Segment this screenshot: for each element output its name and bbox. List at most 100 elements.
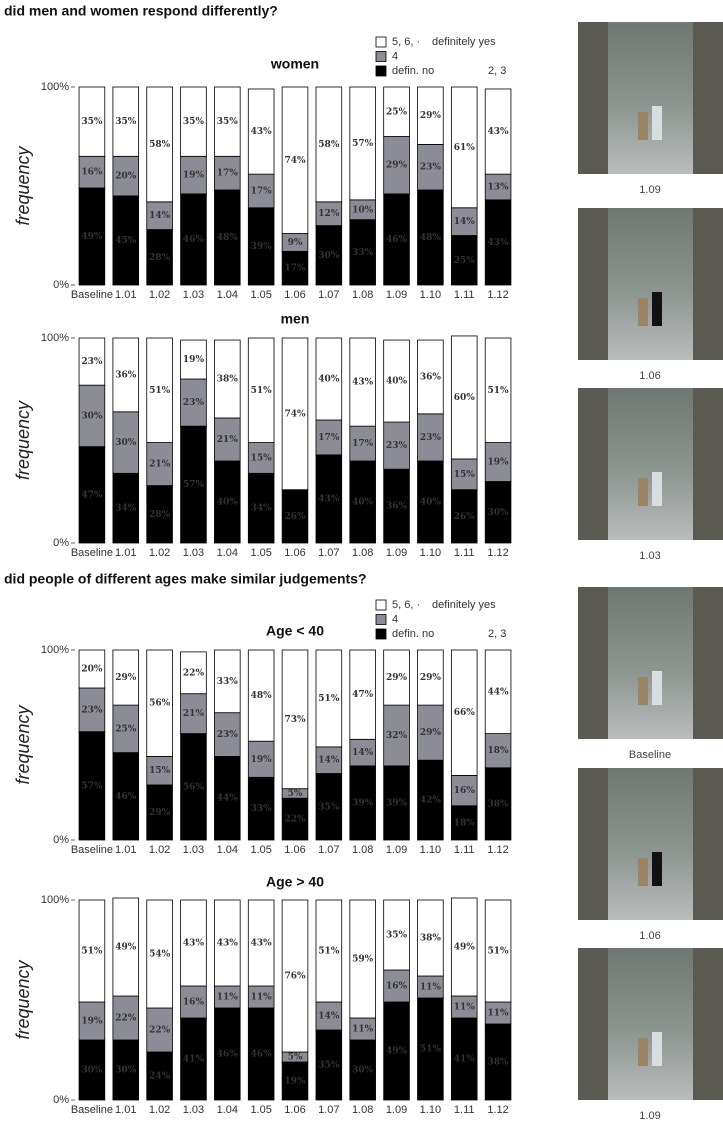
value-label: 41% [183,1055,205,1065]
value-label: 16% [454,786,476,796]
value-label: 59% [352,955,374,965]
value-label: 45% [115,236,137,246]
value-label: 44% [217,794,239,804]
y-tick-label: 0% [53,279,69,291]
value-label: 43% [488,127,510,137]
value-label: 35% [386,931,408,941]
value-label: 35% [183,117,205,127]
value-label: 23% [81,357,103,367]
value-label: 48% [420,233,442,243]
x-tick-label: 1.05 [250,1104,271,1116]
x-tick-label: 1.07 [318,547,339,559]
legend-label: 4 [392,50,398,62]
value-label: 21% [183,709,205,719]
value-label: 36% [115,370,137,380]
value-label: 14% [454,217,476,227]
value-label: 35% [318,802,340,812]
value-label: 29% [115,673,137,683]
value-label: 11% [352,1025,374,1035]
value-label: 11% [251,993,273,1003]
value-label: 39% [251,242,273,252]
value-label: 41% [454,1055,476,1065]
x-tick-label: 1.06 [284,547,305,559]
value-label: 23% [81,705,103,715]
x-tick-label: 1.03 [183,289,204,301]
image-caption: 1.06 [639,370,660,382]
value-label: 51% [488,947,510,957]
value-label: 23% [217,730,239,740]
value-label: 28% [149,510,171,520]
legend-note: definitely yes [432,36,496,48]
chart-title: men [281,311,310,327]
value-label: 19% [81,1017,103,1027]
image-caption: 1.03 [639,550,660,562]
legend-label: 2, 3 [488,65,506,77]
value-label: 14% [352,748,374,758]
y-tick-label: 100% [41,81,69,93]
value-label: 19% [284,1077,306,1087]
y-tick-label: 100% [41,332,69,344]
legend-swatch [376,52,386,62]
x-tick-label: 1.08 [352,844,373,856]
object [638,677,648,705]
value-label: 25% [115,724,137,734]
value-label: 40% [420,498,442,508]
x-tick-label: 1.12 [487,844,508,856]
object [638,112,648,140]
value-label: 15% [251,453,273,463]
value-label: 58% [318,140,340,150]
value-label: 46% [115,792,137,802]
y-axis-label: frequency [13,959,33,1039]
x-tick-label: 1.10 [420,1104,441,1116]
object [638,298,648,326]
value-label: 20% [115,172,137,182]
value-label: 19% [183,171,205,181]
x-tick-label: Baseline [71,289,113,301]
x-tick-label: 1.09 [386,289,407,301]
value-label: 26% [454,512,476,522]
value-label: 35% [81,117,103,127]
section-heading: did people of different ages make simila… [4,571,367,587]
x-tick-label: 1.01 [115,844,136,856]
value-label: 11% [420,983,442,993]
value-label: 18% [488,746,510,756]
x-tick-label: 1.09 [386,1104,407,1116]
value-label: 43% [251,939,273,949]
pillar [693,768,723,920]
value-label: 40% [386,377,408,387]
x-tick-label: 1.01 [115,1104,136,1116]
x-tick-label: 1.11 [454,1104,475,1116]
value-label: 66% [454,708,476,718]
pillar [578,948,608,1100]
value-label: 14% [318,1012,340,1022]
value-label: 25% [386,107,408,117]
x-tick-label: 1.12 [487,289,508,301]
value-label: 14% [318,756,340,766]
x-tick-label: 1.05 [250,547,271,559]
value-label: 30% [81,1066,103,1076]
value-label: 51% [488,386,510,396]
value-label: 36% [420,372,442,382]
x-tick-label: 1.04 [217,289,238,301]
value-label: 43% [217,939,239,949]
value-label: 14% [149,211,171,221]
y-axis-label: frequency [13,704,33,784]
x-tick-label: 1.01 [115,547,136,559]
x-tick-label: 1.02 [149,547,170,559]
value-label: 13% [488,182,510,192]
value-label: 21% [149,460,171,470]
x-tick-label: 1.02 [149,289,170,301]
x-tick-label: 1.06 [284,1104,305,1116]
value-label: 16% [183,998,205,1008]
x-tick-label: 1.03 [183,844,204,856]
pillar [693,587,723,739]
value-label: 30% [318,251,340,261]
value-label: 35% [115,117,137,127]
image-caption: Baseline [629,749,671,761]
value-label: 30% [81,411,103,421]
value-label: 38% [217,375,239,385]
value-label: 29% [420,111,442,121]
value-label: 29% [386,161,408,171]
value-label: 17% [318,433,340,443]
value-label: 22% [149,1026,171,1036]
